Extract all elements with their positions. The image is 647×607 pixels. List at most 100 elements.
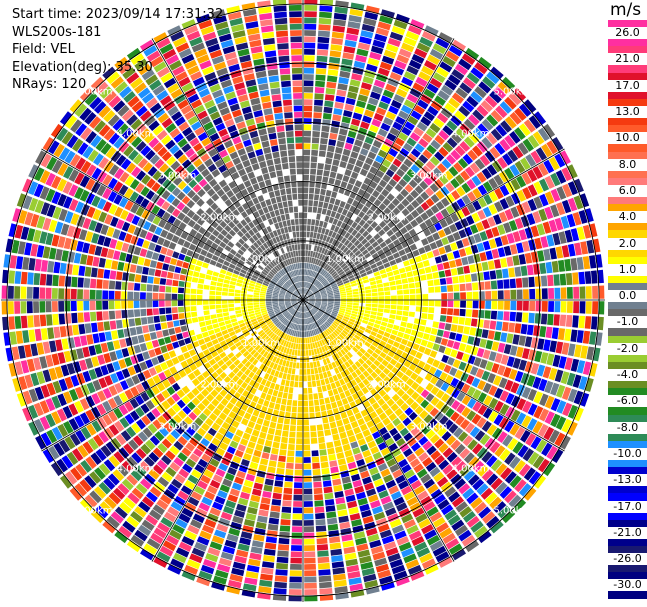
velocity-gate xyxy=(275,357,281,364)
velocity-gate xyxy=(315,296,321,298)
velocity-gate xyxy=(118,231,127,241)
velocity-gate xyxy=(458,343,467,352)
velocity-gate xyxy=(428,286,435,293)
velocity-gate xyxy=(452,39,466,52)
velocity-gate xyxy=(303,507,314,514)
velocity-gate xyxy=(206,393,215,402)
velocity-gate xyxy=(344,224,351,232)
velocity-gate xyxy=(420,389,430,399)
velocity-gate xyxy=(272,305,279,308)
velocity-gate xyxy=(384,295,391,300)
velocity-gate xyxy=(458,275,465,283)
velocity-gate xyxy=(338,270,345,276)
velocity-gate xyxy=(382,225,391,233)
velocity-gate xyxy=(303,413,309,419)
velocity-gate xyxy=(486,455,498,468)
velocity-gate xyxy=(434,494,446,505)
velocity-gate xyxy=(347,358,354,366)
velocity-gate xyxy=(259,297,266,300)
velocity-gate xyxy=(281,286,288,291)
velocity-gate xyxy=(186,343,194,351)
velocity-gate xyxy=(177,452,188,462)
velocity-gate xyxy=(315,411,322,419)
velocity-gate xyxy=(442,464,454,475)
velocity-gate xyxy=(122,520,136,533)
velocity-gate xyxy=(433,471,445,483)
velocity-gate xyxy=(345,97,356,106)
velocity-gate xyxy=(161,134,172,146)
velocity-gate xyxy=(289,315,294,322)
velocity-gate xyxy=(414,541,428,552)
velocity-gate xyxy=(246,564,260,573)
velocity-gate xyxy=(450,324,458,332)
velocity-gate xyxy=(27,272,34,285)
velocity-gate xyxy=(91,393,101,405)
velocity-gate xyxy=(378,179,388,188)
velocity-gate xyxy=(110,216,119,227)
velocity-gate xyxy=(416,42,431,53)
velocity-gate xyxy=(414,337,422,345)
velocity-gate xyxy=(73,336,82,348)
velocity-gate xyxy=(194,360,203,368)
velocity-gate xyxy=(291,532,302,539)
velocity-gate xyxy=(318,392,324,399)
velocity-gate xyxy=(114,420,125,432)
velocity-gate xyxy=(382,393,391,402)
velocity-gate xyxy=(487,216,496,227)
velocity-gate xyxy=(272,301,278,304)
velocity-gate xyxy=(269,283,275,288)
velocity-gate xyxy=(268,311,275,315)
velocity-gate xyxy=(247,302,253,306)
velocity-gate xyxy=(546,140,558,155)
velocity-gate xyxy=(441,293,448,300)
velocity-gate xyxy=(303,476,312,482)
velocity-gate xyxy=(432,167,443,178)
velocity-gate xyxy=(49,340,57,353)
velocity-gate xyxy=(153,527,167,539)
velocity-gate xyxy=(420,399,430,409)
velocity-gate xyxy=(580,241,589,255)
velocity-gate xyxy=(145,388,155,399)
velocity-gate xyxy=(228,411,237,420)
velocity-gate xyxy=(429,511,443,523)
velocity-gate xyxy=(259,302,266,305)
velocity-gate xyxy=(362,515,374,524)
velocity-gate xyxy=(402,311,409,317)
velocity-gate xyxy=(401,278,408,284)
velocity-gate xyxy=(446,137,458,149)
velocity-gate xyxy=(151,252,160,261)
velocity-gate xyxy=(178,541,192,552)
velocity-gate xyxy=(477,56,492,70)
velocity-gate xyxy=(521,415,532,428)
velocity-gate xyxy=(209,334,217,341)
velocity-gate xyxy=(417,420,427,430)
velocity-gate xyxy=(461,237,470,247)
velocity-gate xyxy=(423,111,435,122)
velocity-gate xyxy=(145,231,154,241)
velocity-gate xyxy=(262,365,269,373)
velocity-gate xyxy=(200,343,208,351)
velocity-gate xyxy=(160,322,168,330)
velocity-gate xyxy=(533,181,544,195)
velocity-gate xyxy=(312,315,317,322)
velocity-gate xyxy=(334,294,340,297)
velocity-gate xyxy=(430,328,438,336)
velocity-gate xyxy=(303,501,313,507)
velocity-gate xyxy=(450,178,460,189)
velocity-gate xyxy=(316,531,327,539)
velocity-gate xyxy=(285,320,290,326)
velocity-gate xyxy=(217,257,225,264)
velocity-gate xyxy=(234,555,247,564)
velocity-gate xyxy=(420,339,428,347)
velocity-gate xyxy=(218,412,228,421)
velocity-gate xyxy=(308,330,311,337)
velocity-gate xyxy=(303,488,313,495)
velocity-gate xyxy=(131,215,141,226)
velocity-gate xyxy=(291,301,297,304)
velocity-gate xyxy=(159,163,169,174)
velocity-gate xyxy=(236,279,244,284)
velocity-gate xyxy=(261,260,268,267)
velocity-gate xyxy=(314,280,319,286)
velocity-gate xyxy=(197,188,206,198)
velocity-gate xyxy=(112,118,125,131)
